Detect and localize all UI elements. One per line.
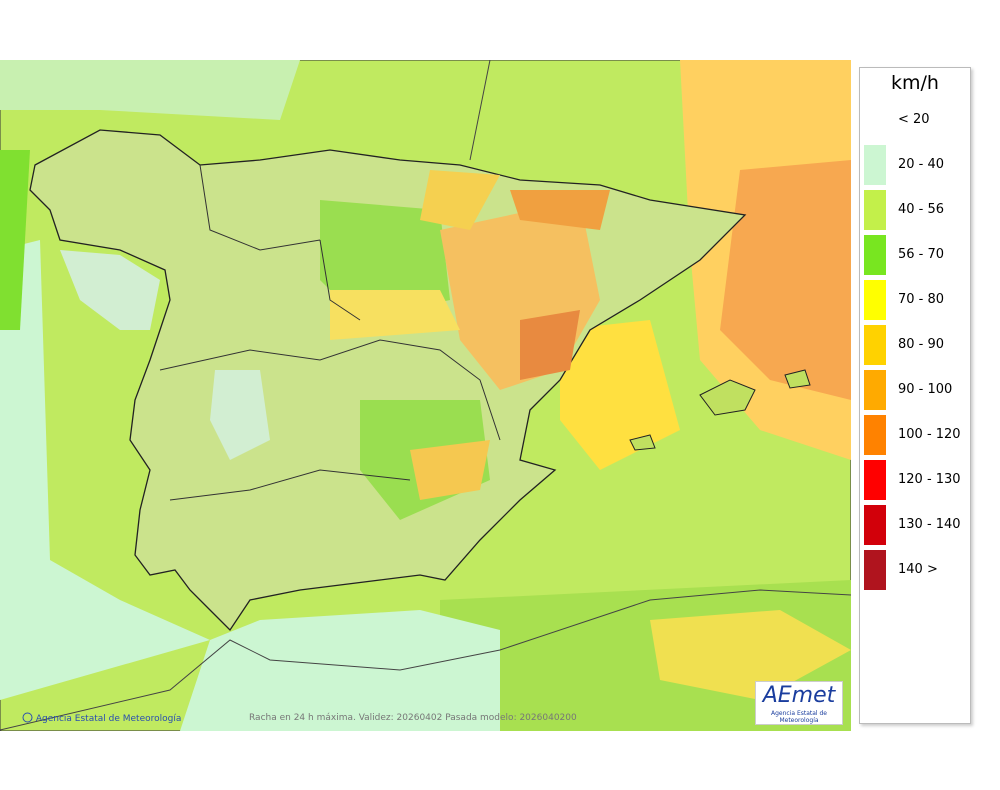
legend-swatch: [864, 190, 886, 230]
legend-swatch: [864, 505, 886, 545]
legend-label: 56 - 70: [898, 247, 945, 262]
legend-item: 70 - 80: [864, 280, 968, 320]
island: [699, 379, 756, 416]
legend-swatch: [864, 460, 886, 500]
wind-zone: [650, 610, 851, 700]
wind-zone: [60, 250, 160, 330]
legend: km/h < 20 20 - 40 40 - 56 56 - 70 70 - 80 80 …: [859, 67, 971, 724]
legend-label: 80 - 90: [898, 337, 945, 352]
wind-zone: [410, 440, 490, 500]
legend-unit: km/h: [891, 72, 939, 94]
legend-label: 100 - 120: [898, 427, 961, 442]
wind-zone: [420, 170, 500, 230]
legend-item: 140 >: [864, 550, 968, 590]
legend-label: 20 - 40: [898, 157, 945, 172]
credit-text: Agencia Estatal de Meteorología: [35, 714, 182, 724]
copyright-icon: [22, 712, 33, 723]
legend-label: 90 - 100: [898, 382, 953, 397]
legend-swatch: [864, 415, 886, 455]
legend-label: 140 >: [898, 562, 938, 577]
sea-zone: [0, 60, 300, 120]
region-border: [159, 164, 501, 501]
legend-item: 20 - 40: [864, 145, 968, 185]
border-line: [469, 60, 491, 161]
wind-zone: [210, 370, 270, 460]
legend-label: 40 - 56: [898, 202, 945, 217]
wind-zone: [720, 160, 851, 400]
island: [629, 434, 656, 451]
legend-item: 100 - 120: [864, 415, 968, 455]
caption: Racha en 24 h máxima. Validez: 20260402 …: [249, 713, 577, 723]
legend-swatch: [864, 280, 886, 320]
legend-item: 90 - 100: [864, 370, 968, 410]
sea-zone: [180, 610, 500, 731]
legend-item: 120 - 130: [864, 460, 968, 500]
credit: Agencia Estatal de Meteorología: [22, 712, 181, 724]
legend-item: 130 - 140: [864, 505, 968, 545]
legend-label: < 20: [898, 112, 930, 127]
legend-item: < 20: [864, 100, 968, 140]
legend-swatch: [864, 550, 886, 590]
logo-name: AEmet: [762, 683, 836, 708]
sea-zone: [0, 150, 30, 330]
legend-label: 70 - 80: [898, 292, 945, 307]
legend-swatch: [864, 235, 886, 275]
wind-zone: [560, 320, 680, 470]
wind-zone: [510, 190, 610, 230]
wind-zone: [520, 310, 580, 380]
wind-map: [0, 60, 851, 731]
legend-swatch: [864, 325, 886, 365]
african-coast: [0, 589, 851, 731]
legend-swatch: [864, 370, 886, 410]
legend-item: 56 - 70: [864, 235, 968, 275]
legend-label: 130 - 140: [898, 517, 961, 532]
legend-label: 120 - 130: [898, 472, 961, 487]
legend-item: 80 - 90: [864, 325, 968, 365]
wind-zone: [330, 290, 460, 340]
logo: AEmet Agencia Estatal de Meteorología: [755, 681, 843, 725]
sea-zone: [0, 240, 210, 700]
island: [784, 369, 811, 389]
legend-item: 40 - 56: [864, 190, 968, 230]
logo-subtitle: Agencia Estatal de Meteorología: [770, 710, 827, 724]
legend-swatch: [864, 145, 886, 185]
